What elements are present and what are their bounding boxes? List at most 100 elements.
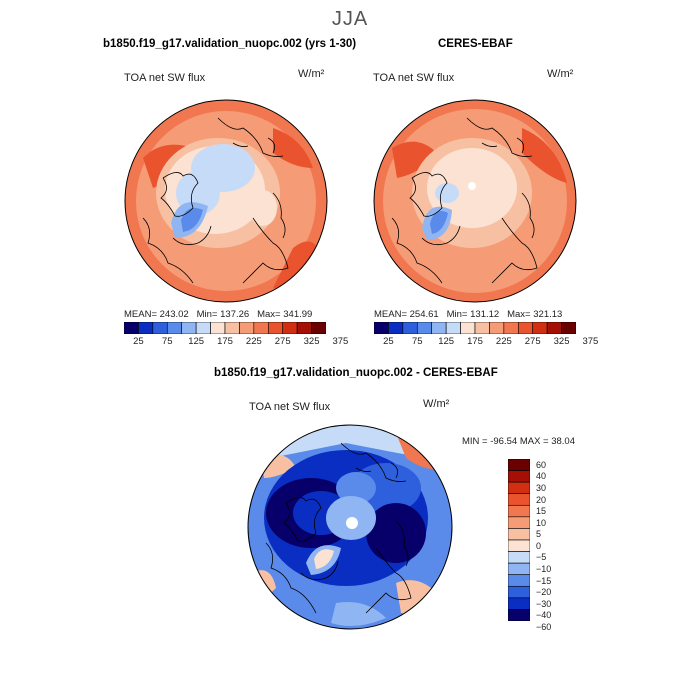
colorbar-tick-label: 60: [536, 459, 547, 470]
colorbar-tick-label: 325: [553, 336, 570, 347]
colorbar-swatch: [474, 322, 490, 334]
right-colorbar: [374, 322, 576, 334]
colorbar-tick-label: 15: [536, 506, 547, 517]
right-max-label: Max=: [507, 309, 531, 320]
colorbar-swatch: [388, 322, 404, 334]
colorbar-tick-label: 75: [161, 336, 173, 347]
colorbar-tick-label: −10: [536, 563, 552, 574]
diff-polar-map: [246, 423, 454, 631]
colorbar-tick-label: 25: [383, 336, 394, 347]
right-colorbar-ticks: 25 75 125 175 225 275 325 375: [374, 336, 598, 348]
colorbar-swatch: [546, 322, 562, 334]
right-mean-label: MEAN=: [374, 309, 407, 320]
colorbar-swatch: [239, 322, 255, 334]
colorbar-swatch: [517, 322, 534, 334]
left-min-value: 137.26: [220, 309, 250, 320]
colorbar-swatch: [253, 322, 269, 334]
right-mean-value: 254.61: [409, 309, 439, 320]
colorbar-tick-label: 125: [188, 336, 205, 347]
colorbar-swatch: [124, 322, 139, 334]
left-panel-units: W/m²: [298, 68, 325, 80]
colorbar-swatch: [508, 481, 530, 495]
diff-panel-units: W/m²: [423, 398, 450, 410]
left-mean-value: 243.02: [159, 309, 189, 320]
left-colorbar-ticks: 25 75 125 175 225 275 325 375: [124, 336, 348, 348]
colorbar-swatch: [508, 551, 530, 564]
left-colorbar: [124, 322, 326, 334]
colorbar-tick-label: −60: [536, 621, 552, 632]
colorbar-tick-label: 225: [495, 336, 512, 347]
left-min-label: Min=: [196, 309, 218, 320]
left-panel-variable-label: TOA net SW flux: [124, 72, 206, 84]
left-max-value: 341.99: [283, 309, 313, 320]
colorbar-tick-label: 175: [467, 336, 483, 347]
colorbar-tick-label: 375: [582, 336, 599, 347]
colorbar-tick-label: 40: [536, 471, 547, 482]
colorbar-swatch: [508, 504, 530, 518]
colorbar-swatch: [508, 562, 530, 576]
right-max-value: 321.13: [533, 309, 563, 320]
colorbar-tick-label: 275: [274, 336, 291, 347]
colorbar-tick-label: 125: [438, 336, 455, 347]
left-panel-title: b1850.f19_g17.validation_nuopc.002 (yrs …: [103, 38, 357, 50]
left-polar-map: [123, 98, 329, 304]
colorbar-tick-label: 20: [536, 494, 547, 505]
colorbar-swatch: [508, 470, 530, 483]
colorbar-swatch: [138, 322, 154, 334]
colorbar-swatch: [508, 597, 530, 610]
colorbar-tick-label: 10: [536, 517, 547, 528]
colorbar-tick-label: 175: [217, 336, 233, 347]
colorbar-swatch: [224, 322, 240, 334]
diff-colorbar-ticks: 60 40 30 20 15 10 5 0 −5 −10 −15 −20 −30 −40 −60: [536, 459, 576, 632]
colorbar-swatch: [267, 322, 284, 334]
colorbar-swatch: [402, 322, 418, 334]
colorbar-swatch: [503, 322, 519, 334]
colorbar-swatch: [166, 322, 183, 334]
colorbar-tick-label: −40: [536, 610, 552, 621]
colorbar-tick-label: 375: [332, 336, 349, 347]
colorbar-swatch: [311, 322, 326, 334]
diff-panel-variable-label: TOA net SW flux: [249, 401, 331, 413]
colorbar-tick-label: 225: [245, 336, 262, 347]
colorbar-swatch: [181, 322, 197, 334]
diff-panel-title: b1850.f19_g17.validation_nuopc.002 - CER…: [214, 367, 498, 379]
colorbar-swatch: [195, 322, 211, 334]
colorbar-tick-label: 275: [524, 336, 541, 347]
colorbar-swatch: [561, 322, 576, 334]
colorbar-tick-label: 5: [536, 529, 542, 540]
left-panel-stats: MEAN= 243.02 Min= 137.26 Max= 341.99: [124, 309, 312, 320]
right-panel-variable-label: TOA net SW flux: [373, 72, 455, 84]
colorbar-swatch: [508, 493, 530, 506]
left-max-label: Max=: [257, 309, 281, 320]
colorbar-swatch: [296, 322, 312, 334]
right-panel-stats: MEAN= 254.61 Min= 131.12 Max= 321.13: [374, 309, 562, 320]
right-min-value: 131.12: [470, 309, 500, 320]
diff-panel-minmax: MIN = -96.54 MAX = 38.04: [462, 436, 576, 447]
colorbar-tick-label: 0: [536, 540, 542, 551]
colorbar-tick-label: 25: [133, 336, 144, 347]
colorbar-tick-label: −5: [536, 552, 547, 563]
colorbar-swatch: [460, 322, 476, 334]
colorbar-swatch: [374, 322, 389, 334]
right-min-label: Min=: [446, 309, 468, 320]
colorbar-swatch: [508, 539, 530, 552]
colorbar-tick-label: 30: [536, 482, 547, 493]
colorbar-swatch: [152, 322, 168, 334]
colorbar-swatch: [431, 322, 447, 334]
right-panel-title: CERES-EBAF: [438, 38, 513, 50]
colorbar-tick-label: 325: [303, 336, 320, 347]
colorbar-swatch: [445, 322, 461, 334]
diff-colorbar: [508, 459, 530, 621]
colorbar-swatch: [508, 574, 530, 587]
colorbar-swatch: [210, 322, 226, 334]
right-panel-units: W/m²: [547, 68, 574, 80]
colorbar-swatch: [416, 322, 433, 334]
colorbar-swatch: [508, 516, 530, 529]
colorbar-tick-label: −15: [536, 575, 552, 586]
colorbar-swatch: [508, 609, 530, 621]
colorbar-swatch: [489, 322, 505, 334]
right-polar-map: [372, 98, 578, 304]
season-title: JJA: [331, 8, 369, 30]
colorbar-tick-label: −30: [536, 598, 552, 609]
colorbar-swatch: [508, 585, 530, 599]
